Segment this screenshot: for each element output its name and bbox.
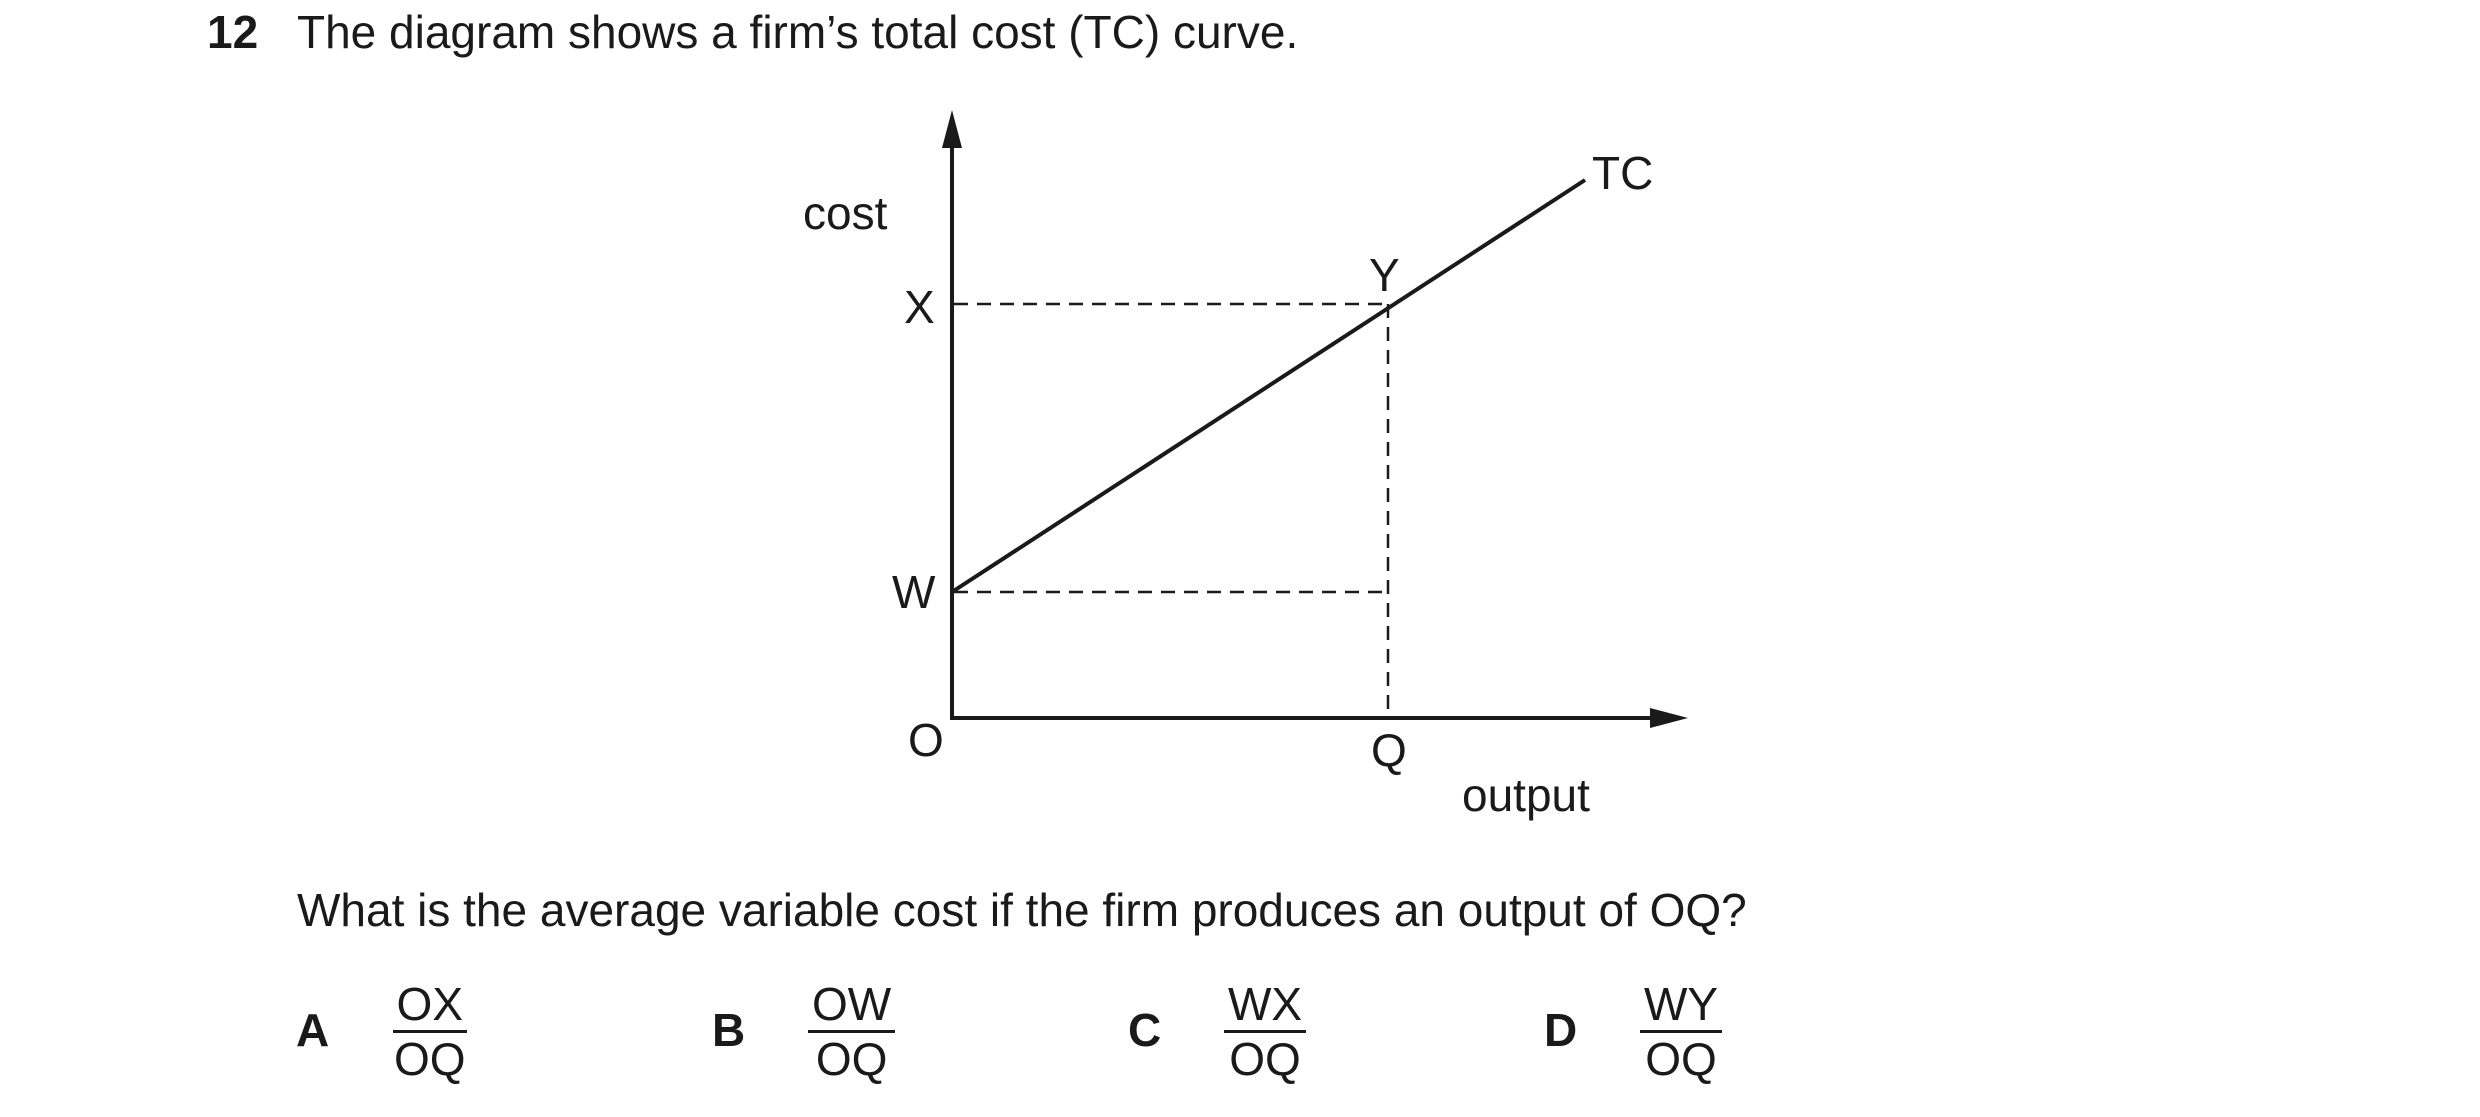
question-stem: The diagram shows a firm’s total cost (T… — [297, 6, 1299, 58]
option-fraction: WY OQ — [1640, 978, 1723, 1085]
point-x-label: X — [904, 281, 935, 333]
question-number: 12 — [207, 6, 259, 58]
option-fraction: OX OQ — [390, 978, 470, 1085]
option-fraction: OW OQ — [808, 978, 896, 1085]
fraction-denominator: OQ — [1645, 1033, 1717, 1085]
point-y-label: Y — [1369, 249, 1400, 301]
origin-label: O — [908, 714, 944, 766]
option-letter: A — [296, 1004, 330, 1056]
fraction-denominator: OQ — [1229, 1033, 1301, 1085]
fraction-denominator: OQ — [394, 1033, 466, 1085]
y-axis-label: cost — [803, 187, 888, 239]
point-q-label: Q — [1371, 724, 1407, 776]
option-letter: C — [1128, 1004, 1162, 1056]
fraction-numerator: WY — [1640, 978, 1723, 1033]
option-letter: D — [1544, 1004, 1578, 1056]
tc-label: TC — [1592, 147, 1653, 199]
fraction-numerator: OW — [808, 978, 896, 1033]
y-axis-arrowhead — [942, 110, 962, 148]
question-prompt: What is the average variable cost if the… — [297, 884, 1747, 936]
fraction-numerator: WX — [1224, 978, 1307, 1033]
point-w-label: W — [892, 566, 936, 618]
option-fraction: WX OQ — [1224, 978, 1307, 1085]
x-axis-label: output — [1462, 769, 1590, 821]
fraction-denominator: OQ — [815, 1033, 888, 1085]
option-letter: B — [712, 1004, 746, 1056]
x-axis-arrowhead — [1650, 708, 1688, 728]
tc-curve — [950, 178, 1587, 594]
fraction-numerator: OX — [392, 978, 468, 1033]
